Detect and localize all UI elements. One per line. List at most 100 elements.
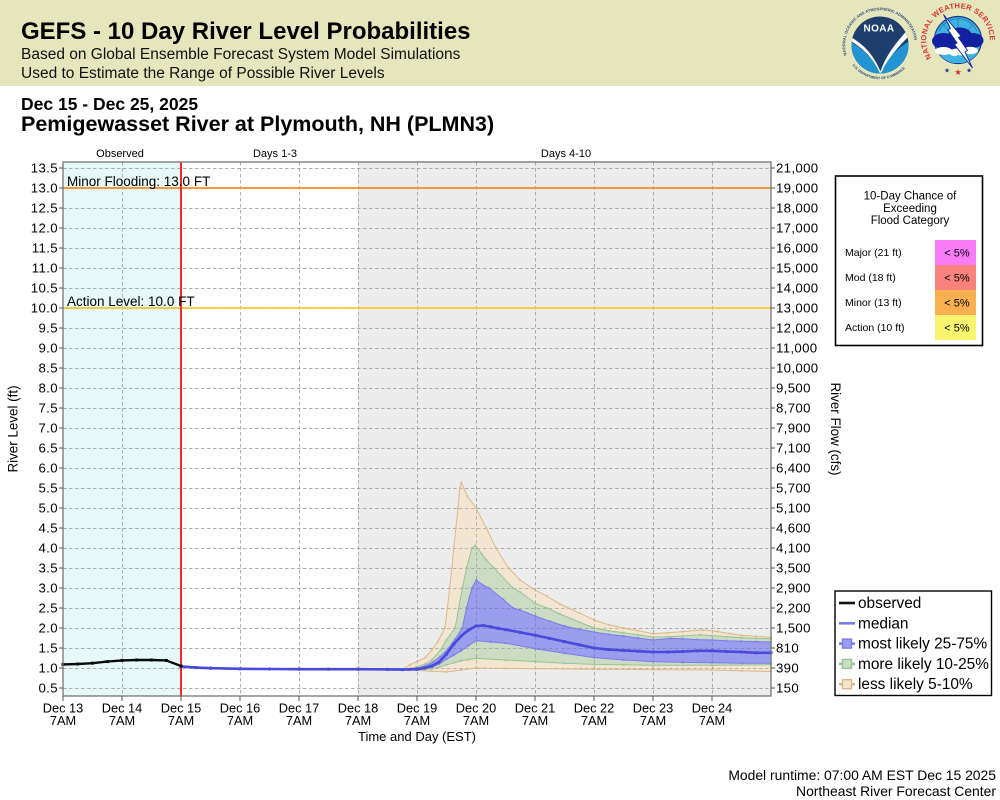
svg-text:8,700: 8,700 bbox=[776, 400, 811, 415]
svg-text:10.5: 10.5 bbox=[31, 280, 58, 295]
svg-text:< 5%: < 5% bbox=[944, 323, 970, 335]
svg-text:Time and Day (EST): Time and Day (EST) bbox=[358, 729, 476, 744]
svg-text:18,000: 18,000 bbox=[776, 200, 818, 215]
svg-text:Observed: Observed bbox=[96, 148, 144, 160]
svg-text:Dec 22: Dec 22 bbox=[574, 701, 615, 716]
svg-text:3,500: 3,500 bbox=[776, 560, 811, 575]
svg-text:2,200: 2,200 bbox=[776, 600, 811, 615]
svg-text:5,700: 5,700 bbox=[776, 480, 811, 495]
svg-text:8.0: 8.0 bbox=[38, 380, 58, 395]
svg-text:0.5: 0.5 bbox=[38, 680, 58, 695]
svg-text:4,600: 4,600 bbox=[776, 520, 811, 535]
svg-text:Major (21 ft): Major (21 ft) bbox=[845, 247, 902, 259]
svg-text:15,000: 15,000 bbox=[776, 260, 818, 275]
svg-text:median: median bbox=[858, 615, 908, 632]
svg-text:NOAA: NOAA bbox=[863, 24, 894, 35]
svg-text:observed: observed bbox=[858, 595, 921, 612]
svg-text:2.0: 2.0 bbox=[38, 620, 58, 635]
svg-text:1.0: 1.0 bbox=[38, 660, 58, 675]
svg-text:Northeast River Forecast Cente: Northeast River Forecast Center bbox=[796, 783, 996, 799]
svg-text:5,100: 5,100 bbox=[776, 500, 811, 515]
svg-text:1.5: 1.5 bbox=[38, 640, 58, 655]
svg-text:5.5: 5.5 bbox=[38, 480, 58, 495]
svg-text:3.5: 3.5 bbox=[38, 560, 58, 575]
svg-text:10.0: 10.0 bbox=[31, 300, 58, 315]
svg-text:6,400: 6,400 bbox=[776, 460, 811, 475]
svg-text:4,100: 4,100 bbox=[776, 540, 811, 555]
svg-text:less likely 5-10%: less likely 5-10% bbox=[858, 676, 973, 693]
svg-text:Dec 16: Dec 16 bbox=[220, 701, 261, 716]
svg-text:12,000: 12,000 bbox=[776, 320, 818, 335]
svg-text:River Flow (cfs): River Flow (cfs) bbox=[828, 383, 843, 476]
svg-text:★: ★ bbox=[966, 67, 972, 75]
svg-text:7AM: 7AM bbox=[640, 713, 666, 728]
svg-text:19,000: 19,000 bbox=[776, 180, 818, 195]
svg-text:Minor (13 ft): Minor (13 ft) bbox=[845, 297, 902, 309]
svg-text:7AM: 7AM bbox=[168, 713, 194, 728]
svg-text:390: 390 bbox=[776, 660, 799, 675]
svg-text:7AM: 7AM bbox=[522, 713, 548, 728]
svg-text:Dec 13: Dec 13 bbox=[43, 701, 84, 716]
svg-text:Dec 14: Dec 14 bbox=[102, 701, 143, 716]
svg-text:13,000: 13,000 bbox=[776, 300, 818, 315]
svg-text:most likely 25-75%: most likely 25-75% bbox=[858, 636, 987, 653]
svg-text:11,000: 11,000 bbox=[776, 340, 817, 355]
svg-text:7AM: 7AM bbox=[109, 713, 135, 728]
svg-text:10-Day Chance of: 10-Day Chance of bbox=[864, 191, 957, 203]
svg-text:Dec 20: Dec 20 bbox=[456, 701, 497, 716]
svg-text:< 5%: < 5% bbox=[944, 298, 970, 310]
svg-text:Dec 23: Dec 23 bbox=[633, 701, 674, 716]
svg-text:1,500: 1,500 bbox=[776, 620, 811, 635]
svg-text:3.0: 3.0 bbox=[38, 580, 58, 595]
svg-text:9.5: 9.5 bbox=[38, 320, 58, 335]
svg-text:11.5: 11.5 bbox=[32, 240, 58, 255]
svg-text:9,500: 9,500 bbox=[776, 380, 811, 395]
svg-text:River Level (ft): River Level (ft) bbox=[6, 385, 21, 472]
svg-text:★: ★ bbox=[944, 67, 950, 75]
svg-text:more likely 10-25%: more likely 10-25% bbox=[858, 656, 989, 673]
svg-text:16,000: 16,000 bbox=[776, 240, 818, 255]
svg-text:Action (10 ft): Action (10 ft) bbox=[845, 322, 905, 334]
svg-text:★: ★ bbox=[954, 67, 962, 77]
svg-text:11.0: 11.0 bbox=[32, 260, 58, 275]
svg-text:2.5: 2.5 bbox=[38, 600, 58, 615]
svg-text:7AM: 7AM bbox=[463, 713, 489, 728]
svg-text:10,000: 10,000 bbox=[776, 360, 818, 375]
svg-text:4.0: 4.0 bbox=[38, 540, 58, 555]
svg-text:< 5%: < 5% bbox=[944, 248, 970, 260]
svg-text:7,900: 7,900 bbox=[776, 420, 811, 435]
svg-text:Dec 24: Dec 24 bbox=[692, 701, 733, 716]
svg-text:7.5: 7.5 bbox=[38, 400, 58, 415]
svg-text:21,000: 21,000 bbox=[776, 160, 818, 175]
svg-text:Mod (18 ft): Mod (18 ft) bbox=[845, 272, 896, 284]
svg-text:Exceeding: Exceeding bbox=[883, 203, 937, 215]
svg-text:6.0: 6.0 bbox=[38, 460, 58, 475]
svg-text:7,100: 7,100 bbox=[776, 440, 811, 455]
svg-text:Dec 15: Dec 15 bbox=[161, 701, 202, 716]
svg-text:13.5: 13.5 bbox=[31, 160, 58, 175]
svg-text:7AM: 7AM bbox=[404, 713, 430, 728]
svg-text:12.0: 12.0 bbox=[31, 220, 58, 235]
svg-text:8.5: 8.5 bbox=[38, 360, 58, 375]
svg-text:Days 4-10: Days 4-10 bbox=[541, 148, 591, 160]
svg-text:12.5: 12.5 bbox=[31, 200, 58, 215]
svg-text:Dec 19: Dec 19 bbox=[397, 701, 438, 716]
svg-text:Dec 18: Dec 18 bbox=[338, 701, 379, 716]
svg-text:Dec 21: Dec 21 bbox=[515, 701, 556, 716]
svg-text:4.5: 4.5 bbox=[38, 520, 58, 535]
svg-text:Action Level: 10.0 FT: Action Level: 10.0 FT bbox=[67, 294, 195, 309]
svg-text:17,000: 17,000 bbox=[776, 220, 818, 235]
svg-text:7AM: 7AM bbox=[581, 713, 607, 728]
svg-text:< 5%: < 5% bbox=[944, 273, 970, 285]
svg-text:2,900: 2,900 bbox=[776, 580, 811, 595]
svg-text:7AM: 7AM bbox=[286, 713, 312, 728]
svg-text:7AM: 7AM bbox=[227, 713, 253, 728]
svg-text:6.5: 6.5 bbox=[38, 440, 58, 455]
svg-text:Dec 17: Dec 17 bbox=[279, 701, 320, 716]
svg-text:7AM: 7AM bbox=[345, 713, 371, 728]
svg-text:Minor Flooding: 13.0 FT: Minor Flooding: 13.0 FT bbox=[67, 174, 210, 189]
svg-text:7.0: 7.0 bbox=[38, 420, 58, 435]
svg-text:7AM: 7AM bbox=[50, 713, 76, 728]
svg-text:9.0: 9.0 bbox=[38, 340, 58, 355]
svg-text:Flood Category: Flood Category bbox=[871, 215, 950, 227]
